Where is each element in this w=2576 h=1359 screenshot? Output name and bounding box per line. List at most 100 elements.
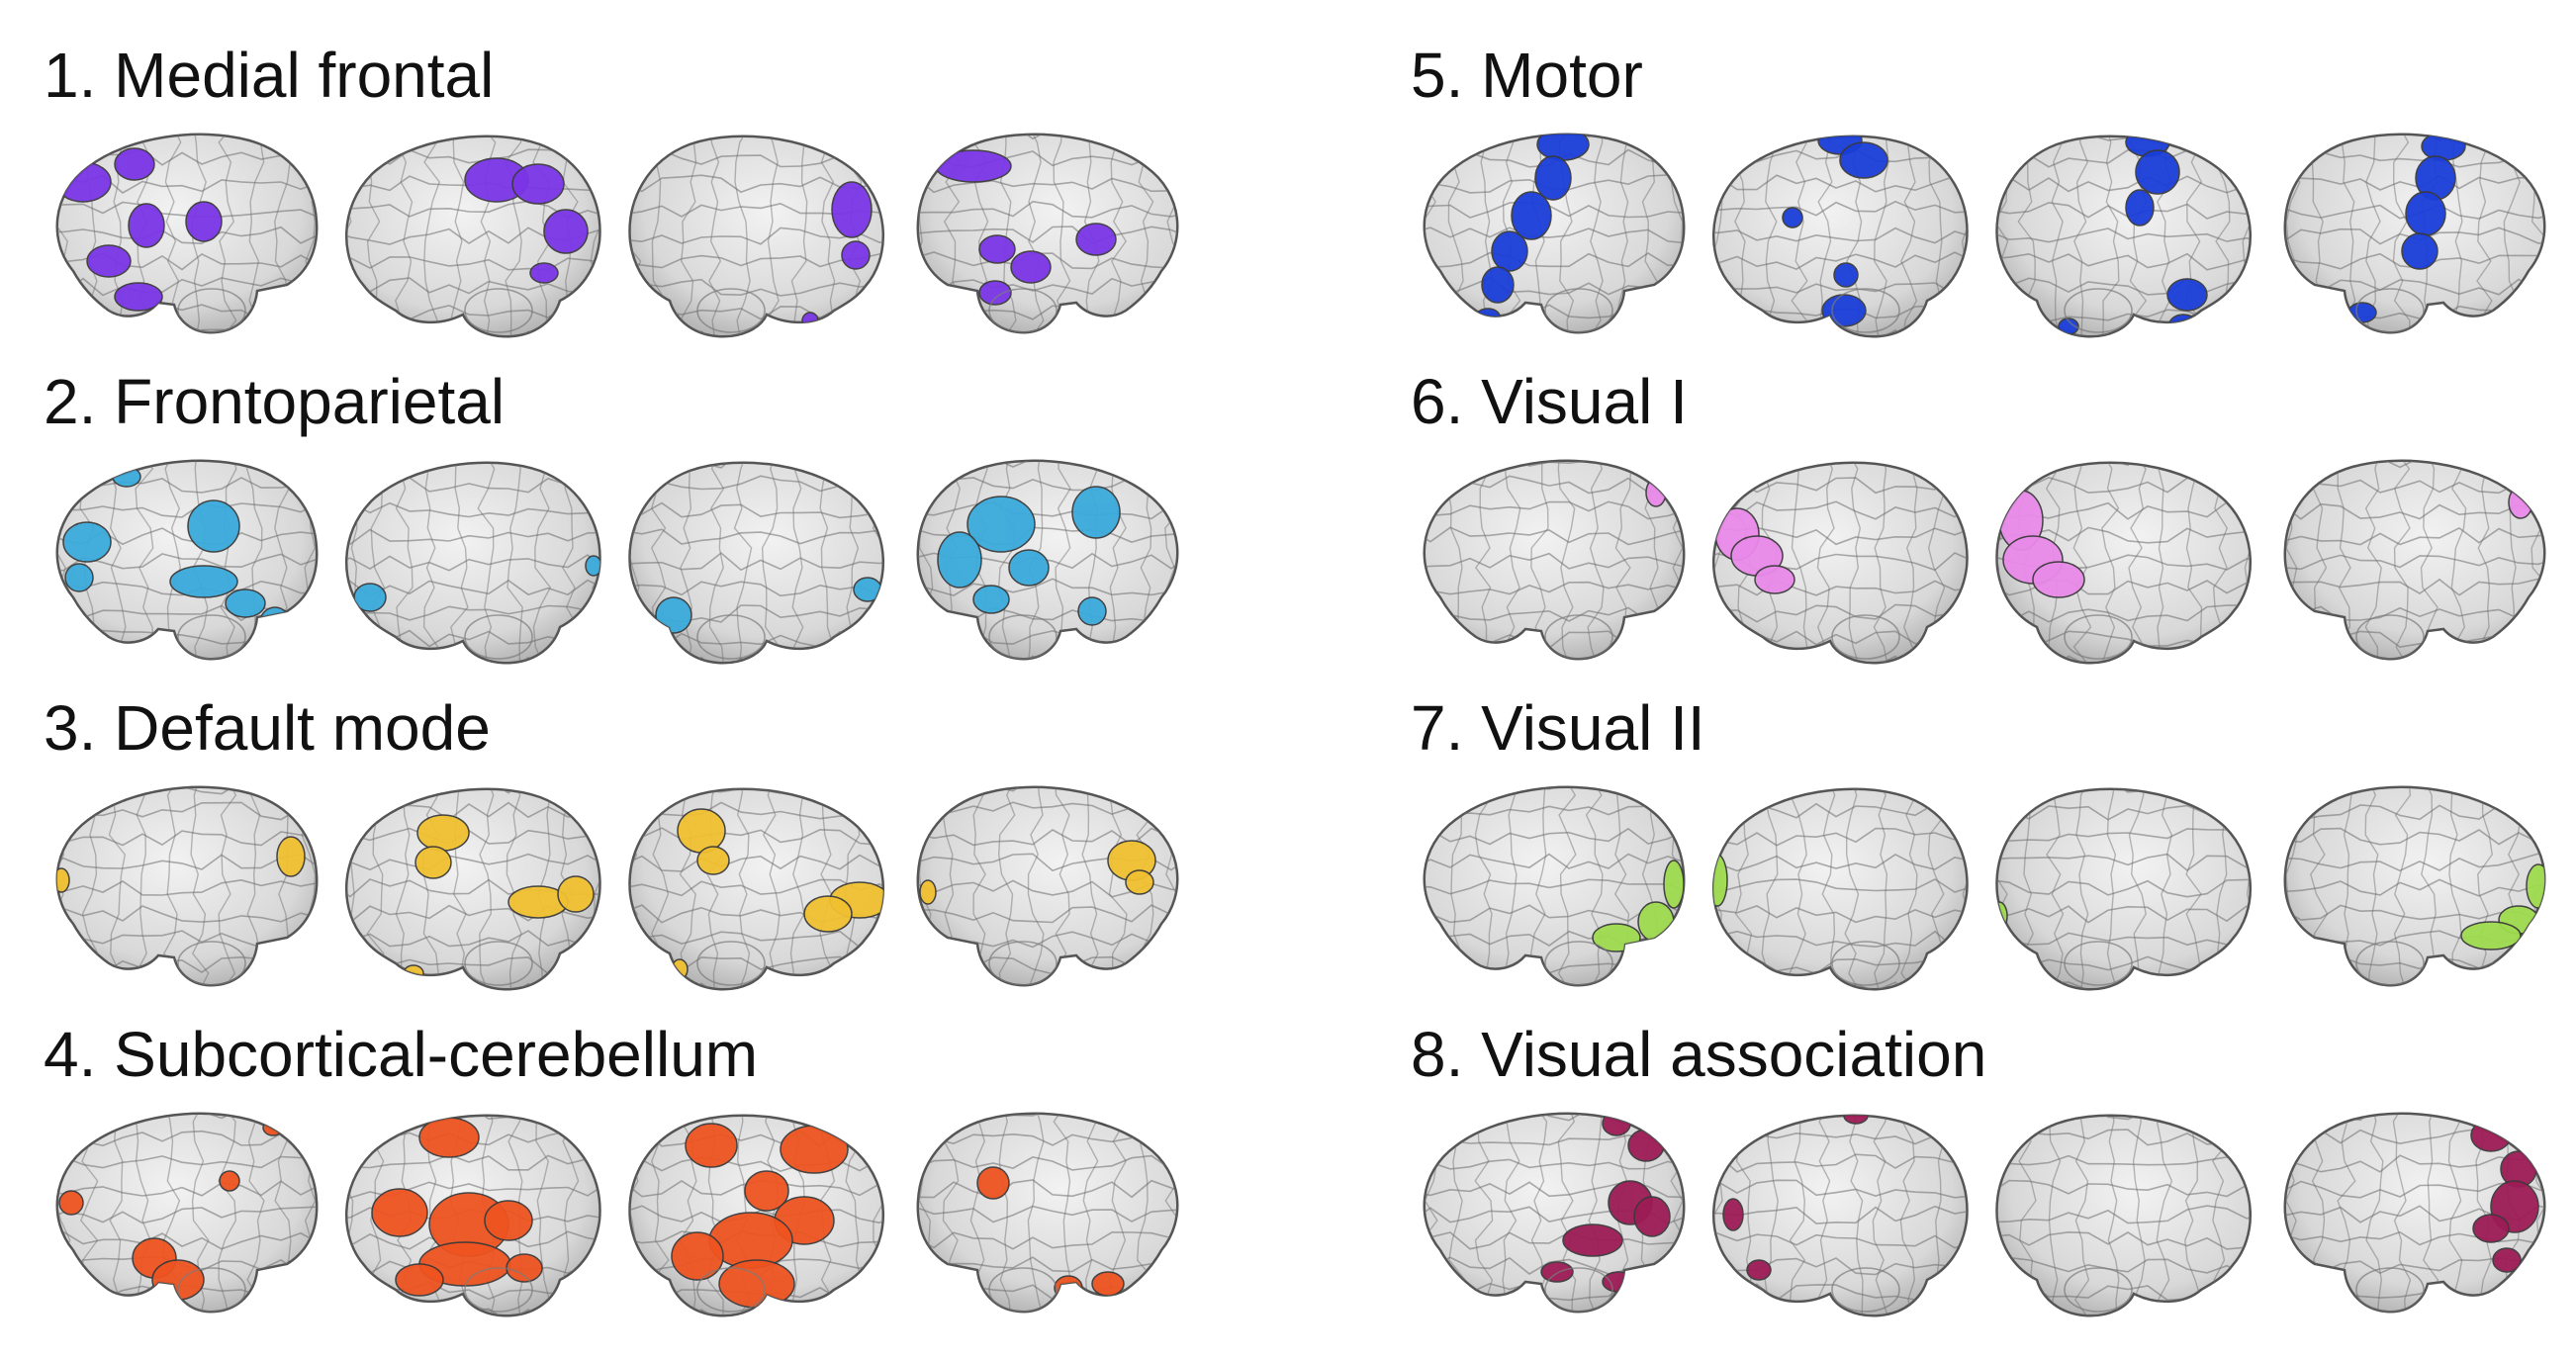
brain-right-medial-view bbox=[622, 775, 899, 993]
brain-left-medial-view bbox=[330, 123, 607, 340]
network-region-highlight bbox=[671, 1231, 724, 1281]
brain-left-medial-view bbox=[330, 1102, 607, 1319]
network-region-highlight bbox=[803, 895, 853, 933]
network-region-highlight bbox=[1645, 478, 1667, 507]
brain-right-medial-view bbox=[1989, 123, 2266, 340]
network-region-highlight bbox=[696, 846, 730, 875]
cerebellum-outline bbox=[1544, 941, 1613, 986]
brain-left-medial-view bbox=[330, 775, 607, 993]
network-region-highlight bbox=[1511, 191, 1552, 240]
brain-right-medial-svg bbox=[628, 787, 884, 991]
cerebellum-outline bbox=[177, 1267, 246, 1313]
network-region-highlight bbox=[1602, 1113, 1631, 1136]
network-region-highlight bbox=[2472, 1214, 2510, 1243]
brain-views-row bbox=[44, 1102, 1181, 1329]
panel-title: 7. Visual II bbox=[1411, 692, 1705, 764]
network-region-highlight bbox=[2032, 561, 2085, 598]
brain-left-lateral-svg bbox=[55, 1112, 319, 1314]
cerebellum-outline bbox=[696, 1267, 766, 1313]
brain-left-lateral-view bbox=[44, 775, 321, 993]
brain-left-medial-view bbox=[1698, 123, 1975, 340]
network-region-highlight bbox=[56, 867, 70, 893]
panel-title: 8. Visual association bbox=[1411, 1019, 1987, 1090]
cerebellum-outline bbox=[988, 1267, 1058, 1313]
network-region-highlight bbox=[1075, 223, 1117, 256]
panel-visual-association: 8. Visual association bbox=[1411, 1019, 2548, 1325]
brain-right-lateral-svg bbox=[2283, 1112, 2546, 1314]
brain-surface bbox=[1712, 135, 1969, 338]
brain-right-lateral-view bbox=[914, 1102, 1191, 1319]
brain-left-medial-view bbox=[1698, 775, 1975, 993]
cerebellum-outline bbox=[1544, 614, 1613, 660]
panel-title: 2. Frontoparietal bbox=[44, 366, 506, 437]
network-region-highlight bbox=[976, 1166, 1010, 1200]
brain-right-medial-svg bbox=[1995, 135, 2252, 338]
brain-left-lateral-view bbox=[44, 123, 321, 340]
cerebellum-outline bbox=[177, 614, 246, 660]
brain-left-lateral-view bbox=[1411, 1102, 1688, 1319]
brain-views-row bbox=[1411, 449, 2548, 677]
cerebellum-outline bbox=[2355, 614, 2425, 660]
brain-surface bbox=[2283, 133, 2546, 334]
network-region-highlight bbox=[64, 563, 94, 592]
brain-left-medial-svg bbox=[1712, 461, 1969, 665]
network-region-highlight bbox=[1839, 141, 1888, 179]
brain-left-medial-svg bbox=[345, 135, 601, 338]
cerebellum-outline bbox=[2355, 288, 2425, 333]
network-region-highlight bbox=[187, 499, 240, 553]
network-region-highlight bbox=[655, 596, 692, 634]
network-region-highlight bbox=[744, 1170, 789, 1212]
brain-left-lateral-view bbox=[44, 1102, 321, 1319]
network-region-highlight bbox=[1746, 1259, 1772, 1281]
brain-surface bbox=[628, 135, 884, 338]
network-region-highlight bbox=[1821, 294, 1867, 327]
brain-right-medial-svg bbox=[1995, 461, 2252, 665]
brain-right-lateral-view bbox=[2281, 123, 2558, 340]
network-region-highlight bbox=[557, 875, 595, 913]
cerebellum-outline bbox=[1544, 1267, 1613, 1313]
brain-right-medial-svg bbox=[628, 461, 884, 665]
panel-subcortical-cerebellum: 4. Subcortical-cerebellum bbox=[44, 1019, 1181, 1325]
network-region-highlight bbox=[1637, 901, 1675, 943]
network-region-highlight bbox=[506, 1253, 543, 1283]
panel-title: 3. Default mode bbox=[44, 692, 491, 764]
panel-motor: 5. Motor bbox=[1411, 40, 2548, 346]
cerebellum-outline bbox=[464, 1267, 533, 1313]
network-region-highlight bbox=[1077, 596, 1107, 626]
network-region-highlight bbox=[1491, 230, 1528, 272]
network-region-highlight bbox=[484, 1200, 533, 1241]
cerebellum-outline bbox=[2355, 941, 2425, 986]
cerebellum-outline bbox=[988, 941, 1058, 986]
cerebellum-outline bbox=[2064, 941, 2133, 986]
network-region-highlight bbox=[1562, 1223, 1623, 1257]
brain-left-lateral-view bbox=[1411, 775, 1688, 993]
brain-views-row bbox=[44, 775, 1181, 1003]
network-region-highlight bbox=[966, 496, 1036, 553]
brain-left-medial-svg bbox=[1712, 1114, 1969, 1317]
brain-right-lateral-view bbox=[2281, 449, 2558, 667]
brain-views-row bbox=[1411, 775, 2548, 1003]
brain-right-medial-svg bbox=[628, 1114, 884, 1317]
network-region-highlight bbox=[128, 203, 165, 248]
brain-surface bbox=[345, 461, 601, 665]
brain-views-row bbox=[44, 449, 1181, 677]
cerebellum-outline bbox=[1831, 614, 1900, 660]
brain-surface bbox=[2283, 459, 2546, 661]
cerebellum-outline bbox=[464, 941, 533, 986]
network-region-highlight bbox=[185, 201, 223, 242]
brain-surface bbox=[345, 787, 601, 991]
brain-right-medial-view bbox=[1989, 449, 2266, 667]
brain-right-medial-view bbox=[622, 1102, 899, 1319]
brain-right-lateral-view bbox=[2281, 1102, 2558, 1319]
brain-right-lateral-svg bbox=[2283, 785, 2546, 987]
network-region-highlight bbox=[2405, 191, 2446, 236]
cerebellum-outline bbox=[988, 288, 1058, 333]
cerebellum-outline bbox=[696, 288, 766, 333]
cerebellum-outline bbox=[177, 288, 246, 333]
network-region-highlight bbox=[276, 836, 306, 877]
brain-left-medial-svg bbox=[1712, 135, 1969, 338]
network-region-highlight bbox=[2347, 302, 2377, 323]
brain-surface bbox=[916, 785, 1179, 987]
network-region-highlight bbox=[1627, 1129, 1665, 1162]
brain-right-medial-svg bbox=[1995, 1114, 2252, 1317]
